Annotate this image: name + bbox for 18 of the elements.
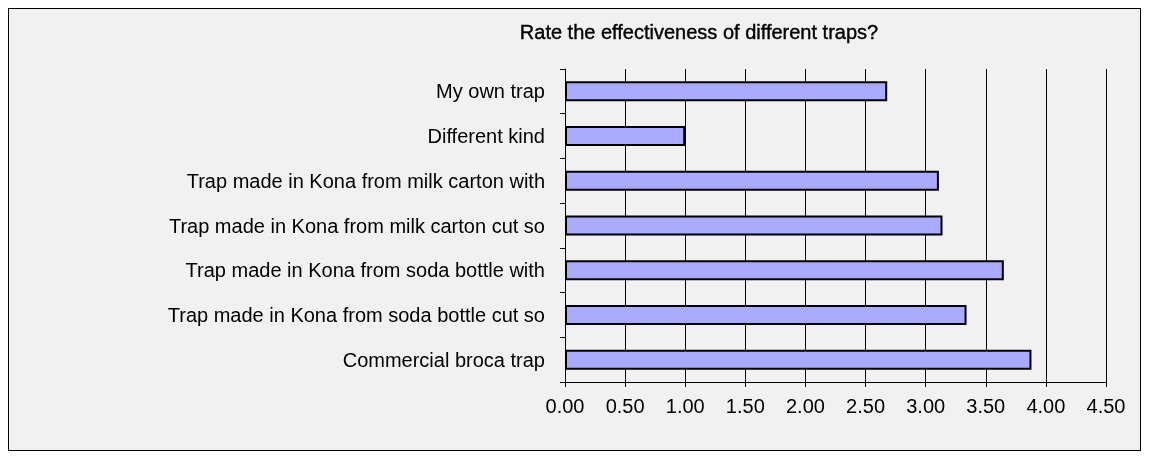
chart-title: Rate the effectiveness of different traps? [519, 21, 879, 43]
x-tick-label: 1.00 [665, 395, 705, 417]
y-tick-label: Commercial broca trap [342, 348, 545, 371]
y-tick-label: Trap made in Kona from milk carton with [186, 169, 545, 192]
x-tick-label: 2.00 [785, 395, 825, 417]
x-tick-label: 0.50 [605, 395, 645, 417]
y-tick-label: Trap made in Kona from soda bottle cut so [167, 303, 545, 326]
y-tick-label: Trap made in Kona from soda bottle with [185, 259, 545, 282]
x-tick-label: 0.00 [545, 395, 585, 417]
x-tick-label: 1.50 [725, 395, 765, 417]
x-tick-label: 4.50 [1086, 395, 1126, 417]
x-tick-label: 2.50 [846, 395, 886, 417]
y-tick-label: My own trap [436, 80, 545, 103]
y-tick-label: Different kind [427, 125, 545, 148]
x-tick-label: 4.00 [1026, 395, 1066, 417]
x-tick-label: 3.00 [906, 395, 946, 417]
y-tick-label: Trap made in Kona from milk carton cut so [168, 214, 545, 237]
x-tick-label: 3.50 [966, 395, 1006, 417]
